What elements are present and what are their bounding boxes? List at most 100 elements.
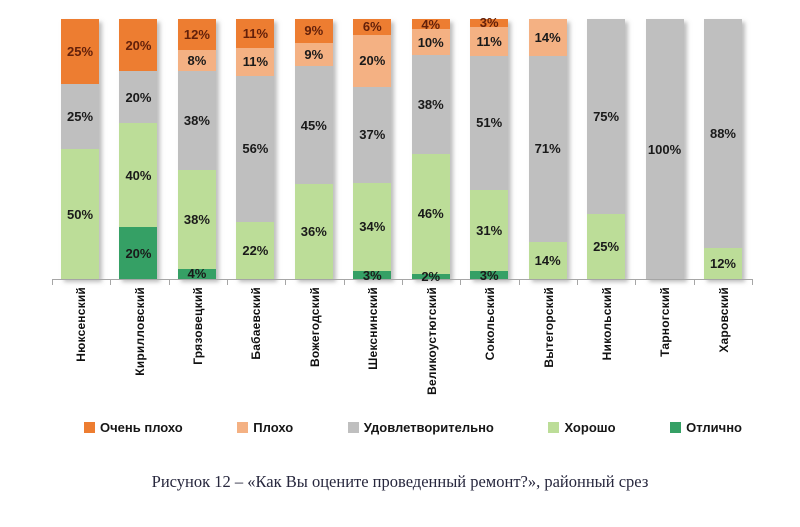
x-axis-label: Вытегорский (541, 287, 556, 368)
segment-value-label: 20% (125, 37, 152, 53)
x-axis-labels: Нюксенский Кирилловский Грязовецкий Бабаевс… (52, 287, 753, 409)
bar-segment-very_bad: 3% (470, 15, 509, 31)
bar-segment-satisfactory: 37% (353, 86, 392, 183)
bar-2: 20% 20% 40% 20% (119, 19, 158, 279)
segment-value-label: 3% (479, 267, 499, 283)
segment-value-label: 12% (709, 255, 736, 271)
x-label-cell: Грязовецкий (169, 287, 227, 409)
bar-segment-bad: 14% (528, 19, 567, 56)
axis-tick-cell (168, 280, 227, 285)
axis-tick-cell (518, 280, 577, 285)
segment-value-label: 71% (534, 141, 561, 157)
bar-segment-satisfactory: 71% (528, 55, 567, 243)
segment-value-label: 37% (359, 127, 386, 143)
x-label-cell: Бабаевский (227, 287, 285, 409)
bar-3: 12% 8% 38% 38% 4% (177, 19, 216, 280)
bar-10: 75% 25% (587, 19, 626, 279)
segment-value-label: 100% (647, 141, 682, 157)
segment-value-label: 51% (476, 115, 503, 131)
x-axis (52, 279, 753, 285)
bar-7: 4% 10% 38% 46% 2% (411, 18, 450, 283)
x-label-cell: Кирилловский (110, 287, 168, 409)
legend-item-satisfactory: Удовлетворительно (347, 420, 494, 435)
bar-segment-very_bad: 9% (294, 19, 333, 43)
bar-segment-good: 36% (294, 184, 333, 279)
bar-segment-satisfactory: 51% (470, 55, 509, 190)
bar-segment-very_bad: 11% (236, 19, 275, 48)
x-label-cell: Вожегодский (286, 287, 344, 409)
x-label-cell: Тарногский (636, 287, 694, 409)
legend-swatch-bad-icon (237, 422, 249, 433)
bar-segment-good: 31% (470, 189, 509, 272)
segment-value-label: 25% (66, 109, 94, 124)
legend-swatch-good-icon (548, 422, 560, 433)
bar-segment-satisfactory: 20% (119, 71, 158, 123)
axis-tick-cell (343, 280, 402, 285)
bar-segment-good: 34% (353, 182, 392, 272)
bar-6: 6% 20% 37% 34% 3% (353, 19, 392, 282)
segment-value-label: 10% (417, 34, 444, 50)
bar-segment-bad: 9% (294, 42, 333, 67)
segment-value-label: 36% (300, 224, 327, 240)
axis-tick-cell (693, 280, 753, 285)
x-axis-label: Бабаевский (249, 287, 264, 360)
bar-11: 100% (645, 19, 684, 279)
segment-value-label: 88% (709, 125, 736, 141)
segment-value-label: 14% (534, 253, 561, 269)
segment-value-label: 9% (304, 23, 324, 39)
bar-9: 14% 71% 14% (528, 19, 567, 279)
segment-value-label: 75% (593, 109, 620, 124)
bar-segment-good: 14% (528, 242, 567, 279)
x-label-cell: Великоустюгский (403, 287, 461, 409)
x-label-cell: Нюксенский (52, 287, 110, 409)
segment-value-label: 9% (304, 46, 324, 62)
bar-segment-good: 50% (61, 149, 99, 279)
bar-segment-excellent: 2% (411, 270, 450, 283)
bar-segment-good: 40% (119, 123, 158, 227)
x-label-cell: Харовский (695, 287, 753, 409)
legend-swatch-very_bad-icon (84, 422, 95, 433)
x-axis-label: Тарногский (658, 287, 673, 357)
segment-value-label: 22% (242, 242, 269, 258)
legend-item-bad: Плохо (237, 420, 293, 435)
legend-label: Плохо (253, 420, 294, 435)
bar-segment-bad: 10% (411, 29, 450, 56)
bar-segment-bad: 20% (353, 34, 392, 87)
axis-tick-cell (285, 280, 343, 285)
segment-value-label: 3% (479, 15, 499, 31)
legend-label: Отлично (686, 420, 742, 435)
bar-segment-satisfactory: 25% (61, 84, 99, 149)
axis-tick-cell (110, 280, 168, 285)
axis-tick-cell (576, 280, 635, 285)
bar-segment-satisfactory: 38% (411, 55, 450, 155)
bar-segment-very_bad: 20% (119, 19, 158, 71)
legend-swatch-satisfactory-icon (347, 422, 359, 433)
segment-value-label: 8% (187, 53, 207, 69)
bar-segment-satisfactory: 38% (177, 70, 216, 170)
bar-12: 88% 12% (703, 19, 742, 279)
bar-segment-bad: 11% (236, 47, 275, 77)
bar-segment-excellent: 4% (177, 267, 216, 280)
bar-segment-satisfactory: 45% (294, 66, 333, 185)
x-label-cell: Никольский (578, 287, 636, 409)
axis-tick-cell (460, 280, 518, 285)
segment-value-label: 2% (421, 268, 441, 284)
segment-value-label: 46% (417, 206, 444, 222)
bar-8: 3% 11% 51% 31% 3% (470, 15, 509, 283)
x-axis-label: Великоустюгский (424, 287, 439, 395)
legend-item-very_bad: Очень плохо (84, 420, 183, 435)
x-label-cell: Шекснинский (344, 287, 402, 409)
bar-segment-very_bad: 12% (177, 19, 216, 51)
axis-tick-cell (635, 280, 693, 285)
axis-tick-cell (401, 280, 460, 285)
bar-segment-very_bad: 4% (411, 18, 450, 31)
bar-segment-satisfactory: 100% (645, 19, 684, 279)
segment-value-label: 50% (66, 206, 94, 222)
segment-value-label: 11% (476, 33, 502, 49)
x-axis-label: Сокольский (483, 287, 498, 361)
segment-value-label: 6% (362, 19, 382, 35)
bar-segment-good: 46% (411, 154, 450, 274)
segment-value-label: 20% (359, 53, 386, 69)
axis-tick-cell (226, 280, 285, 285)
